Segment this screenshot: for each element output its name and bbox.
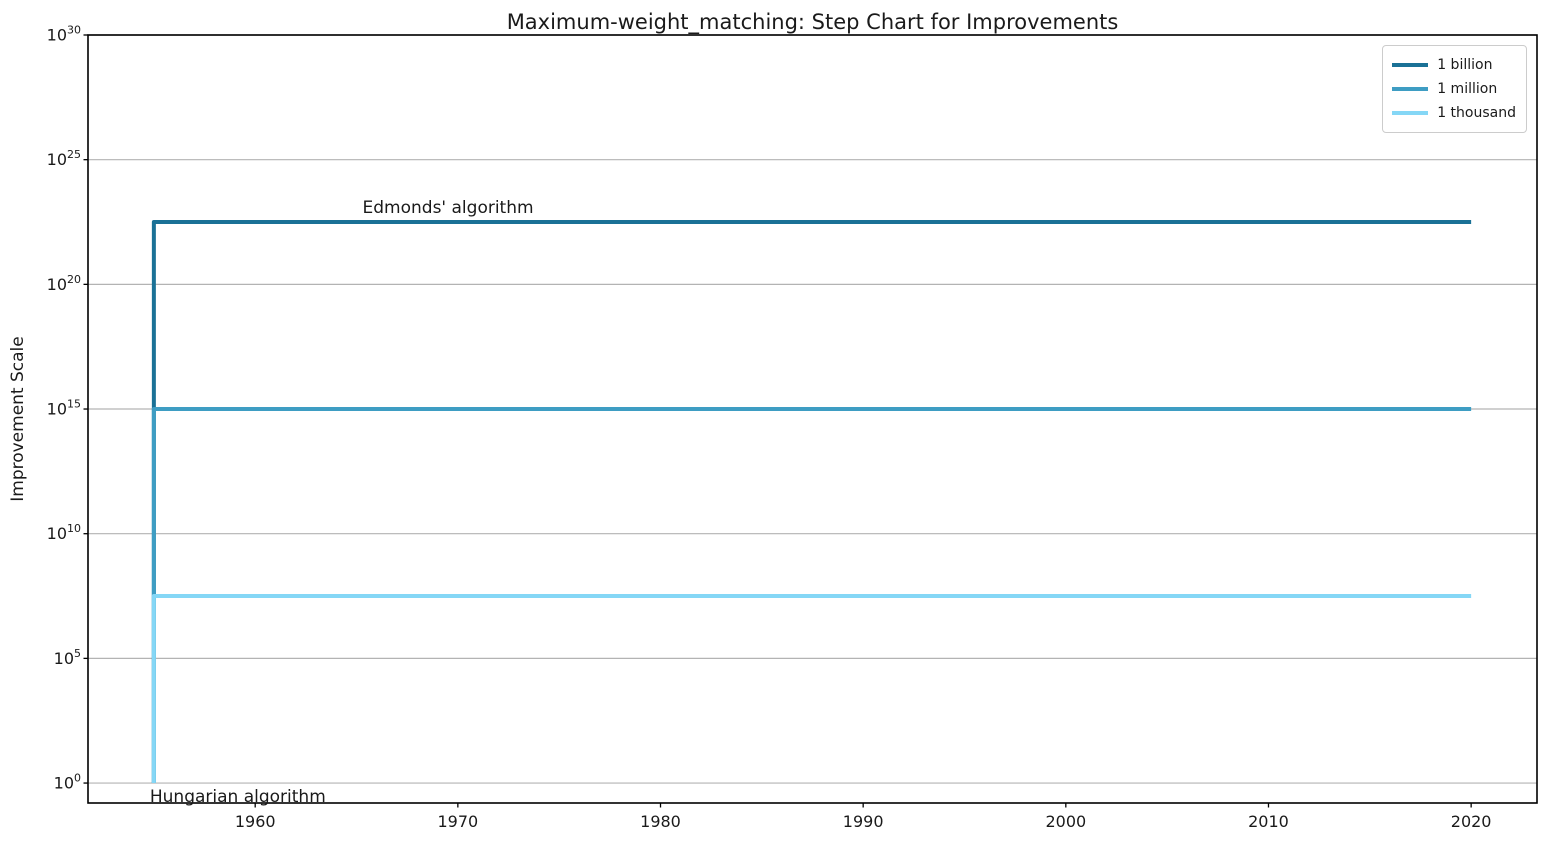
x-tick-label: 1960 — [235, 812, 276, 831]
y-tick-label: 1030 — [47, 24, 81, 45]
x-tick-label: 2010 — [1248, 812, 1289, 831]
legend-line-swatch — [1392, 63, 1429, 67]
y-tick-label: 1015 — [47, 398, 81, 419]
y-tick-label: 100 — [54, 772, 81, 793]
chart-title: Maximum-weight_matching: Step Chart for … — [506, 10, 1119, 34]
legend-line-swatch — [1392, 111, 1429, 115]
annotation-hungarian-algorithm: Hungarian algorithm — [149, 787, 326, 808]
axes-spines — [87, 34, 1538, 804]
x-tick-label: 2020 — [1451, 812, 1492, 831]
legend-label: 1 billion — [1437, 57, 1493, 73]
x-tick-label: 1990 — [843, 812, 884, 831]
legend: 1 billion 1 million 1 thousand — [1382, 45, 1527, 133]
annotation-edmonds-algorithm: Edmonds' algorithm — [362, 198, 534, 218]
legend-item: 1 billion — [1392, 53, 1516, 77]
x-tick-label: 1970 — [437, 812, 478, 831]
legend-item: 1 thousand — [1392, 101, 1516, 125]
x-tick-label: 2000 — [1045, 812, 1086, 831]
series-line-1-thousand — [151, 594, 1472, 784]
y-tick-label: 1010 — [47, 522, 81, 543]
legend-line-swatch — [1392, 87, 1429, 91]
legend-label: 1 thousand — [1437, 105, 1516, 121]
series-line-1-billion — [151, 220, 1472, 784]
y-tick-label: 1020 — [47, 273, 81, 294]
legend-label: 1 million — [1437, 81, 1498, 97]
y-tick-label: 1025 — [47, 148, 81, 169]
x-tick-label: 1980 — [640, 812, 681, 831]
y-tick-label: 105 — [54, 647, 81, 668]
legend-item: 1 million — [1392, 77, 1516, 101]
